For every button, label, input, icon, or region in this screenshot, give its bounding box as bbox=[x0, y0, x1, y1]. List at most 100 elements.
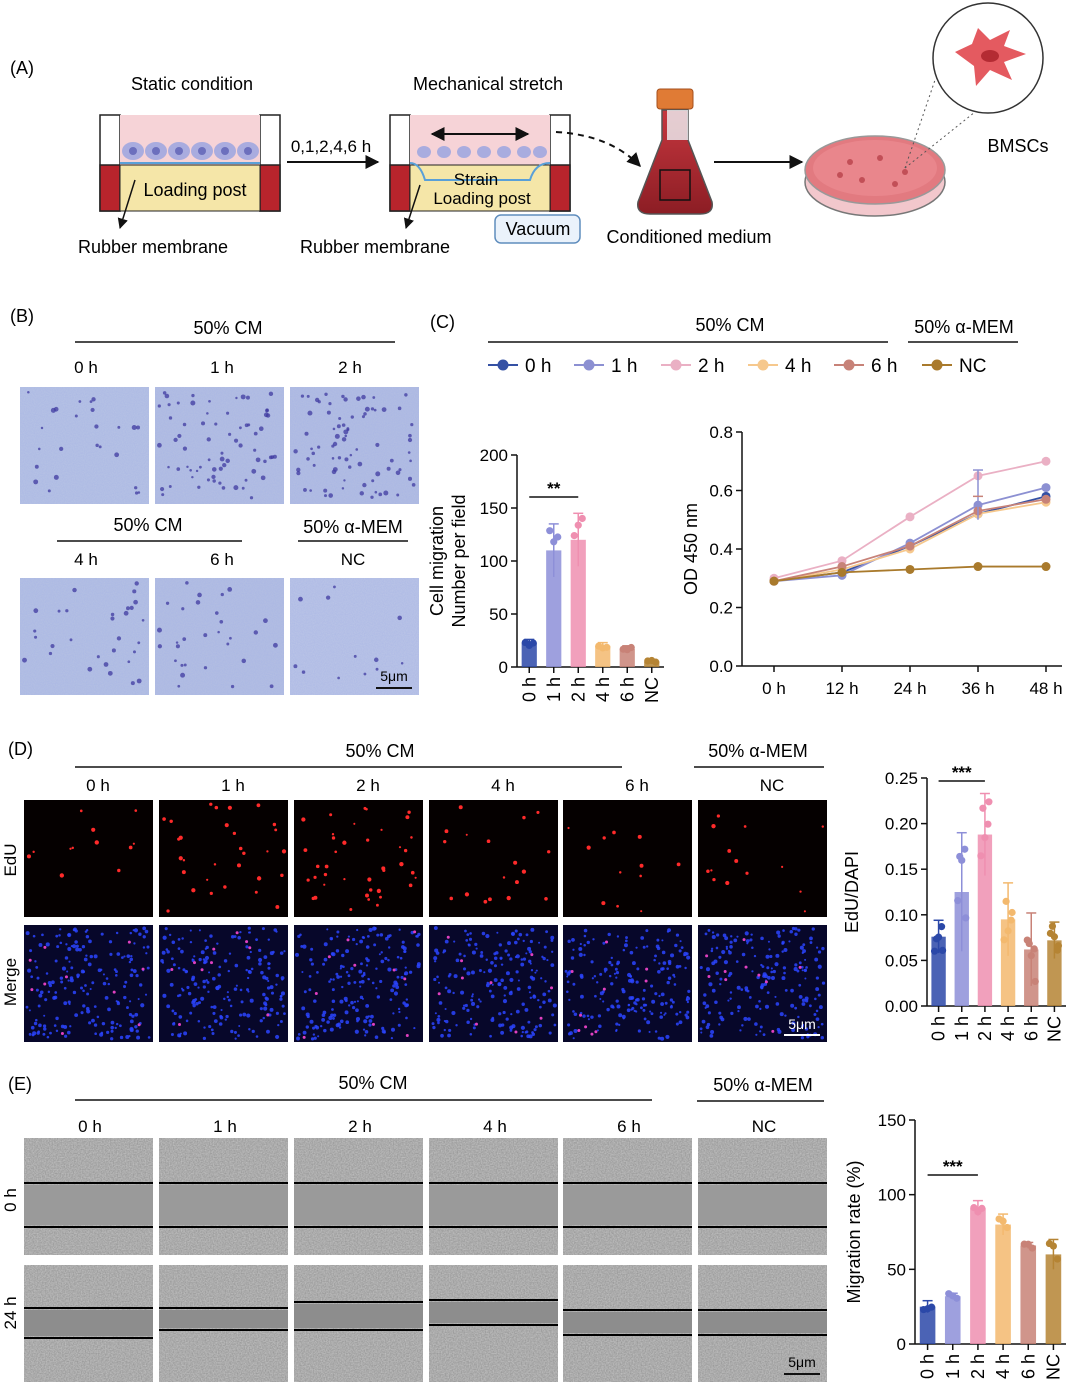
dapi-spot bbox=[246, 955, 251, 960]
cell-dot bbox=[298, 596, 303, 602]
dapi-spot bbox=[635, 946, 638, 949]
dapi-spot bbox=[206, 980, 210, 984]
dapi-spot bbox=[186, 985, 190, 990]
merge-spot bbox=[460, 976, 464, 980]
dapi-spot bbox=[247, 926, 251, 930]
edu-spot bbox=[743, 825, 747, 828]
dapi-spot bbox=[631, 961, 636, 966]
dapi-spot bbox=[817, 950, 822, 954]
edu-spot bbox=[349, 907, 353, 911]
panel-c-cm-title: 50% CM bbox=[695, 315, 764, 335]
cell-dot bbox=[90, 407, 95, 413]
dapi-spot bbox=[794, 1006, 798, 1010]
merge-spot bbox=[192, 961, 196, 965]
cell-dot bbox=[344, 457, 349, 462]
dapi-spot bbox=[641, 997, 646, 1001]
dapi-spot bbox=[275, 983, 278, 986]
dapi-spot bbox=[606, 1007, 610, 1012]
edu-spot bbox=[486, 839, 491, 844]
dapi-spot bbox=[191, 958, 194, 961]
dapi-spot bbox=[798, 994, 803, 999]
dapi-spot bbox=[413, 1026, 416, 1030]
dapi-spot bbox=[525, 933, 529, 937]
dapi-spot bbox=[516, 987, 521, 991]
dapi-spot bbox=[308, 974, 312, 978]
bar bbox=[619, 648, 635, 667]
merge-image bbox=[294, 925, 423, 1042]
cell-dot bbox=[177, 684, 181, 688]
edu-spot bbox=[91, 827, 96, 832]
dapi-spot bbox=[80, 969, 85, 974]
conditioned-medium-label: Conditioned medium bbox=[606, 227, 771, 247]
dapi-spot bbox=[81, 945, 86, 949]
dapi-spot bbox=[59, 928, 62, 931]
dapi-spot bbox=[550, 938, 554, 942]
dapi-spot bbox=[38, 943, 43, 947]
dapi-spot bbox=[68, 1002, 71, 1006]
dapi-spot bbox=[783, 947, 788, 952]
dapi-spot bbox=[115, 931, 119, 935]
dapi-spot bbox=[395, 985, 400, 990]
dapi-spot bbox=[622, 1017, 625, 1020]
dapi-spot bbox=[345, 970, 349, 974]
dapi-spot bbox=[493, 956, 498, 961]
significance-mark: *** bbox=[952, 763, 972, 782]
dapi-spot bbox=[498, 1023, 502, 1028]
cell-layer bbox=[122, 142, 259, 160]
edu-spot bbox=[637, 834, 642, 839]
dapi-spot bbox=[500, 963, 504, 966]
dapi-spot bbox=[88, 939, 92, 944]
dapi-spot bbox=[64, 956, 69, 960]
cell-dot bbox=[301, 670, 306, 674]
dapi-spot bbox=[709, 1034, 714, 1038]
dapi-spot bbox=[65, 943, 68, 946]
cell-dot bbox=[312, 463, 316, 467]
cell-dot bbox=[74, 414, 78, 418]
dapi-spot bbox=[144, 929, 149, 934]
edu-spot bbox=[410, 870, 415, 875]
legend-label: 6 h bbox=[871, 356, 897, 377]
dapi-spot bbox=[784, 988, 788, 992]
dapi-spot bbox=[272, 950, 275, 954]
dapi-spot bbox=[177, 938, 181, 941]
dapi-spot bbox=[280, 991, 286, 996]
data-point bbox=[1002, 897, 1010, 905]
cell-dot bbox=[116, 636, 122, 641]
dapi-spot bbox=[323, 1028, 327, 1033]
edu-spot bbox=[716, 814, 721, 818]
dapi-spot bbox=[751, 970, 754, 973]
dapi-spot bbox=[579, 942, 582, 946]
dapi-spot bbox=[246, 988, 249, 992]
dapi-spot bbox=[197, 1020, 201, 1023]
dapi-spot bbox=[347, 935, 350, 938]
dapi-spot bbox=[401, 940, 405, 944]
dapi-spot bbox=[300, 945, 304, 948]
dapi-spot bbox=[699, 966, 703, 970]
cell-dot bbox=[206, 437, 211, 442]
cell-dot bbox=[131, 425, 137, 430]
dapi-spot bbox=[543, 945, 547, 949]
dapi-spot bbox=[591, 977, 594, 980]
dapi-spot bbox=[34, 960, 37, 963]
panel-b-label: (B) bbox=[10, 306, 34, 326]
dapi-spot bbox=[673, 975, 676, 978]
edu-spot bbox=[449, 896, 454, 901]
merge-spot bbox=[514, 1030, 518, 1034]
dapi-spot bbox=[108, 940, 113, 944]
dapi-spot bbox=[347, 1004, 351, 1007]
cell-dot bbox=[78, 400, 82, 403]
dapi-spot bbox=[625, 936, 628, 940]
dapi-spot bbox=[336, 935, 339, 938]
edu-spot bbox=[368, 888, 373, 892]
cell-dot bbox=[132, 650, 136, 654]
edu-image bbox=[429, 800, 558, 917]
dapi-spot bbox=[191, 1000, 196, 1005]
dapi-spot bbox=[640, 936, 645, 940]
dapi-spot bbox=[128, 1013, 133, 1017]
data-point bbox=[956, 852, 964, 861]
merge-spot bbox=[64, 975, 68, 979]
dapi-spot bbox=[376, 933, 380, 937]
merge-spot bbox=[437, 992, 441, 996]
dapi-spot bbox=[718, 955, 722, 959]
